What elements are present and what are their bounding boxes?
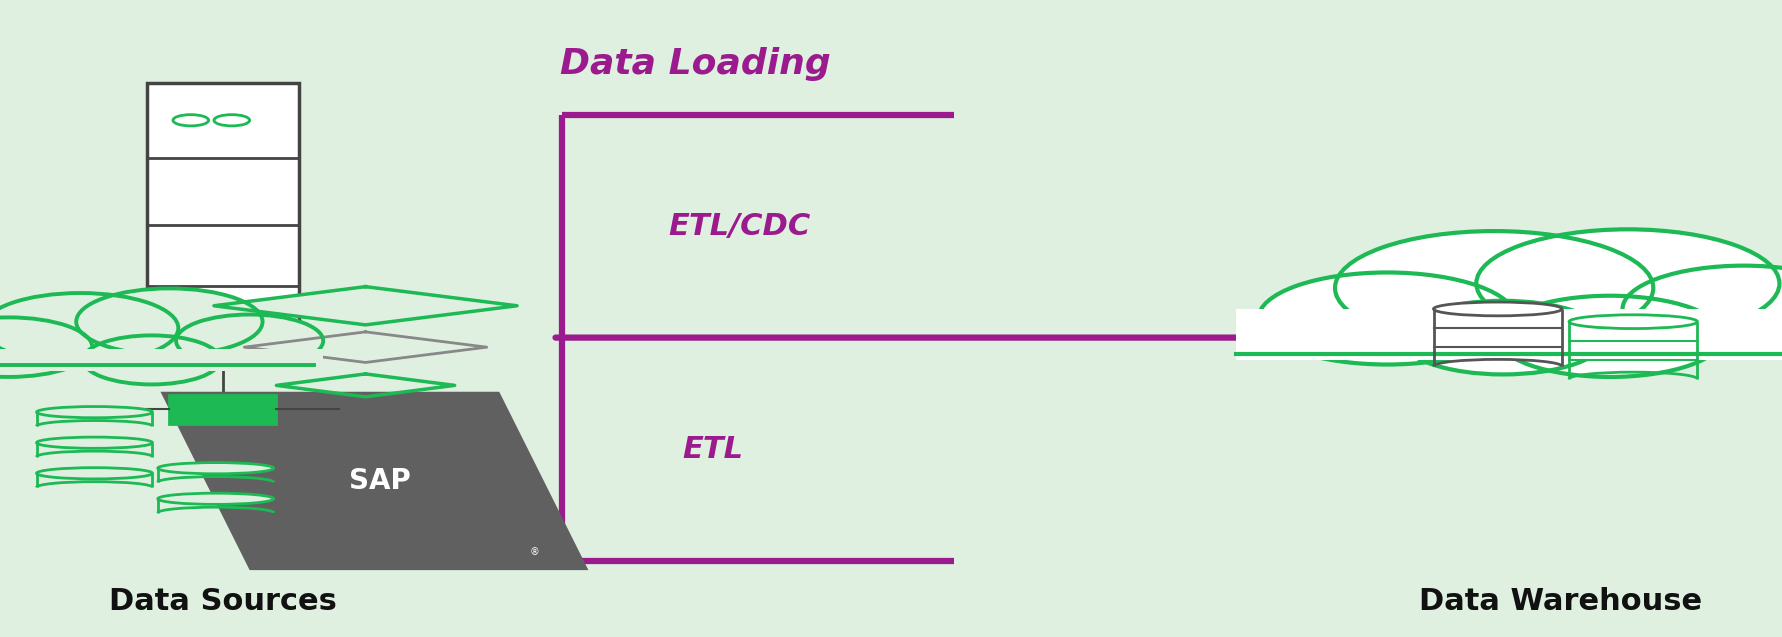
- Text: Data Warehouse: Data Warehouse: [1418, 587, 1700, 617]
- Circle shape: [84, 335, 221, 384]
- Text: SAP: SAP: [349, 467, 410, 495]
- Text: ETL: ETL: [683, 434, 743, 464]
- Circle shape: [1622, 266, 1782, 352]
- FancyBboxPatch shape: [1235, 309, 1782, 360]
- Circle shape: [176, 315, 323, 367]
- Ellipse shape: [1568, 315, 1696, 329]
- Polygon shape: [276, 374, 454, 397]
- Ellipse shape: [37, 437, 151, 448]
- Circle shape: [1335, 231, 1652, 345]
- Circle shape: [1475, 229, 1778, 338]
- Polygon shape: [214, 287, 517, 325]
- Text: ®: ®: [529, 547, 540, 557]
- Circle shape: [0, 293, 178, 363]
- Ellipse shape: [157, 493, 274, 505]
- Text: Data Sources: Data Sources: [109, 587, 337, 617]
- Polygon shape: [160, 392, 588, 570]
- Ellipse shape: [37, 406, 151, 418]
- Circle shape: [1258, 273, 1515, 364]
- Text: Data Loading: Data Loading: [560, 47, 830, 81]
- FancyBboxPatch shape: [0, 349, 323, 371]
- FancyBboxPatch shape: [169, 395, 276, 424]
- Ellipse shape: [1433, 302, 1561, 316]
- Polygon shape: [244, 332, 486, 362]
- Text: ETL/CDC: ETL/CDC: [668, 211, 811, 241]
- Ellipse shape: [157, 462, 274, 474]
- Circle shape: [77, 289, 262, 355]
- FancyBboxPatch shape: [146, 83, 298, 350]
- Circle shape: [1495, 296, 1723, 377]
- Circle shape: [1399, 301, 1606, 375]
- Ellipse shape: [37, 468, 151, 479]
- Circle shape: [0, 317, 93, 377]
